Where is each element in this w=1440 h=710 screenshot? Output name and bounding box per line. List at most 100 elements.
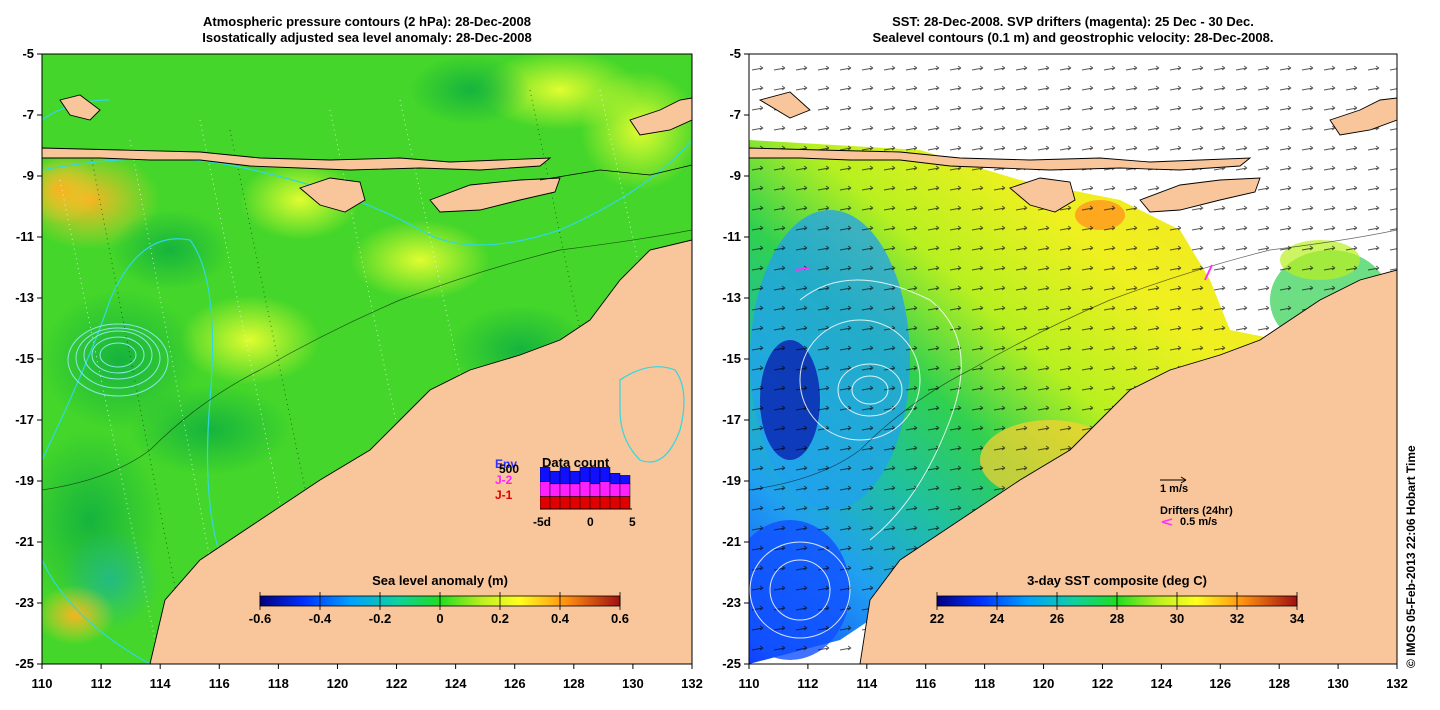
data-count-bar-j2 xyxy=(589,483,601,497)
left-panel-ytick-label: -9 xyxy=(22,168,34,183)
left-panel-xtick-label: 128 xyxy=(562,676,585,691)
right-panel-ytick-label: -5 xyxy=(729,46,741,61)
colorbar-tick-label: -0.6 xyxy=(248,611,272,626)
right-panel-ytick-label: -9 xyxy=(729,168,741,183)
left-panel-ytick-label: -7 xyxy=(22,107,34,122)
right-panel-xtick-label: 132 xyxy=(1386,676,1408,691)
velocity-scale-label: 1 m/s xyxy=(1160,483,1189,495)
data-count-bar-env xyxy=(559,467,571,485)
data-count-bar-j2 xyxy=(569,483,581,497)
data-count-bar-j2 xyxy=(549,483,561,497)
right-panel-xtick-label: 128 xyxy=(1268,676,1291,691)
right-panel-xtick-label: 120 xyxy=(1032,676,1055,691)
data-count-bar-j1 xyxy=(569,496,581,510)
legend-j2: J-2 xyxy=(495,473,513,487)
right-panel-ytick-label: -13 xyxy=(722,290,741,305)
left-map xyxy=(42,54,692,664)
right-title-line1: SST: 28-Dec-2008. SVP drifters (magenta)… xyxy=(892,14,1254,29)
colorbar-tick-label: 28 xyxy=(1109,611,1125,626)
data-count-bar-j1 xyxy=(549,496,561,510)
right-panel-ytick-label: -23 xyxy=(722,595,741,610)
data-count-bar-j1 xyxy=(579,496,591,510)
left-title-line2: Isostatically adjusted sea level anomaly… xyxy=(202,30,532,45)
legend-j1: J-1 xyxy=(495,488,513,502)
left-panel-xtick-label: 120 xyxy=(326,676,349,691)
data-count-title: Data count xyxy=(542,455,610,470)
data-count-bar-env xyxy=(609,473,621,485)
left-panel-xtick-label: 110 xyxy=(31,676,53,691)
right-panel-xtick-label: 114 xyxy=(856,676,878,691)
data-count-bar-env xyxy=(589,467,601,485)
right-panel-ytick-label: -15 xyxy=(722,351,741,366)
left-panel-ytick-label: -21 xyxy=(15,534,34,549)
left-panel-ytick-label: -11 xyxy=(15,229,34,244)
left-panel-xtick-label: 114 xyxy=(149,676,171,691)
data-count-bar-j2 xyxy=(559,483,571,497)
left-panel-xtick-label: 132 xyxy=(681,676,703,691)
right-panel-xtick-label: 112 xyxy=(797,676,819,691)
data-count-bar-env xyxy=(599,467,611,482)
right-title: SST: 28-Dec-2008. SVP drifters (magenta)… xyxy=(749,14,1397,46)
right-panel-ytick-label: -25 xyxy=(722,656,741,671)
right-panel-xtick-label: 116 xyxy=(915,676,937,691)
left-panel-ytick-label: -19 xyxy=(15,473,34,488)
data-count-inset: Data count Env 500 J-2 J-1 -5d 0 5 xyxy=(495,455,655,535)
right-panel-ytick-label: -17 xyxy=(722,412,741,427)
data-count-bar-j2 xyxy=(599,481,611,497)
data-count-bar-j2 xyxy=(609,483,621,497)
left-panel-xtick-label: 130 xyxy=(622,676,644,691)
data-count-bar-j2 xyxy=(540,481,551,497)
dc-tick-0: 0 xyxy=(587,515,594,529)
left-title: Atmospheric pressure contours (2 hPa): 2… xyxy=(42,14,692,46)
left-panel-ytick-label: -23 xyxy=(15,595,34,610)
colorbar-tick-label: 24 xyxy=(989,611,1005,626)
data-count-bar-env xyxy=(619,475,631,485)
right-panel-xtick-label: 130 xyxy=(1327,676,1349,691)
colorbar-tick-label: 0.2 xyxy=(490,611,510,626)
left-panel-xtick-label: 112 xyxy=(90,676,112,691)
right-title-line2: Sealevel contours (0.1 m) and geostrophi… xyxy=(872,30,1274,45)
legend-500: 500 xyxy=(499,462,520,476)
legend-env: Env xyxy=(495,457,518,471)
left-panel-ytick-label: -17 xyxy=(15,412,34,427)
sla-colorbar-label: Sea level anomaly (m) xyxy=(372,573,508,588)
left-panel-ytick-label: -15 xyxy=(15,351,34,366)
data-count-bar-env xyxy=(549,470,561,485)
right-panel-xtick-label: 126 xyxy=(1209,676,1232,691)
colorbar-tick-label: 22 xyxy=(929,611,945,626)
data-count-bar-env xyxy=(579,467,591,482)
data-count-bar-j2 xyxy=(579,481,591,497)
right-panel-ytick-label: -19 xyxy=(722,473,741,488)
data-count-bar-j1 xyxy=(619,496,631,510)
left-panel-xtick-label: 118 xyxy=(267,676,289,691)
credit-text: © IMOS 05-Feb-2013 22:06 Hobart Time xyxy=(1404,445,1418,668)
right-panel-xtick-label: 122 xyxy=(1091,676,1114,691)
dc-tick-m5: -5d xyxy=(533,515,551,529)
colorbar-tick-label: -0.4 xyxy=(308,611,332,626)
left-panel-ytick-label: -13 xyxy=(15,290,34,305)
colorbar-tick-label: 34 xyxy=(1289,611,1305,626)
colorbar-tick-label: 0.6 xyxy=(610,611,630,626)
left-panel-xtick-label: 126 xyxy=(503,676,526,691)
left-title-line1: Atmospheric pressure contours (2 hPa): 2… xyxy=(203,14,531,29)
data-count-bar-env xyxy=(569,470,581,485)
drifters-scale-label: 0.5 m/s xyxy=(1180,516,1218,528)
left-panel-ytick-label: -25 xyxy=(15,656,34,671)
right-panel-ytick-label: -11 xyxy=(722,229,741,244)
left-panel-xtick-label: 122 xyxy=(385,676,408,691)
right-panel-xtick-label: 124 xyxy=(1150,676,1173,691)
data-count-bar-j1 xyxy=(599,496,611,510)
data-count-bar-j1 xyxy=(589,496,601,510)
colorbar-tick-label: 26 xyxy=(1049,611,1065,626)
sst-colorbar-label: 3-day SST composite (deg C) xyxy=(1027,573,1207,588)
left-panel-xtick-label: 116 xyxy=(208,676,230,691)
left-panel-xtick-label: 124 xyxy=(444,676,467,691)
colorbar-tick-label: -0.2 xyxy=(368,611,392,626)
velocity-scale-arrow xyxy=(1160,476,1187,484)
data-count-bar-env xyxy=(540,467,551,482)
colorbar-tick-label: 32 xyxy=(1229,611,1245,626)
left-panel-ytick-label: -5 xyxy=(22,46,34,61)
right-map xyxy=(749,54,1397,664)
data-count-bar-j2 xyxy=(619,483,631,497)
